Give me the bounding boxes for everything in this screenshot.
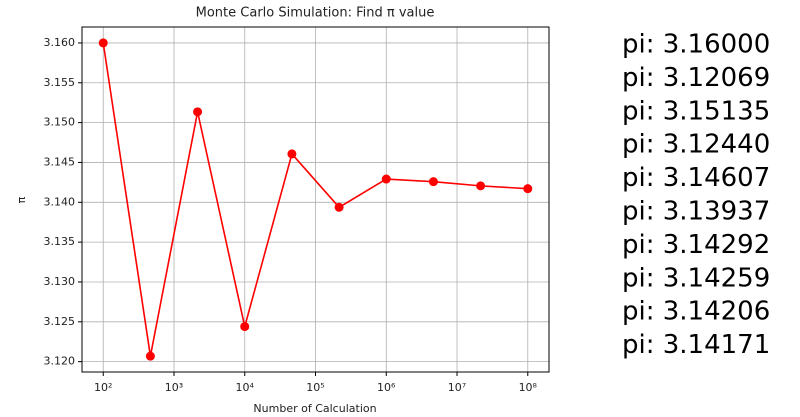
marker bbox=[193, 107, 203, 117]
y-axis-label: π bbox=[15, 196, 28, 203]
chart-title: Monte Carlo Simulation: Find π value bbox=[196, 6, 435, 21]
x-tick-label: 10⁵ bbox=[306, 381, 324, 394]
marker bbox=[428, 177, 438, 187]
y-tick-label: 3.150 bbox=[44, 116, 76, 129]
pi-readout: pi: 3.13937 bbox=[622, 197, 770, 227]
marker bbox=[145, 351, 155, 361]
plot-frame bbox=[81, 26, 550, 373]
x-tick-label: 10² bbox=[94, 381, 112, 394]
pi-readout: pi: 3.12069 bbox=[622, 63, 770, 93]
x-tick-label: 10⁴ bbox=[236, 381, 255, 394]
pi-readout: pi: 3.14259 bbox=[622, 263, 770, 293]
marker bbox=[523, 184, 533, 194]
marker bbox=[98, 38, 108, 48]
y-tick-label: 3.160 bbox=[44, 36, 76, 49]
x-tick-label: 10⁸ bbox=[519, 381, 538, 394]
x-tick-label: 10³ bbox=[165, 381, 183, 394]
y-tick-label: 3.125 bbox=[44, 315, 76, 328]
y-tick-label: 3.135 bbox=[44, 235, 76, 248]
line bbox=[102, 42, 528, 357]
x-tick-label: 10⁷ bbox=[448, 381, 466, 394]
pi-readout: pi: 3.16000 bbox=[622, 30, 770, 60]
marker bbox=[334, 202, 344, 212]
x-axis-label: Number of Calculation bbox=[253, 402, 376, 415]
marker bbox=[381, 174, 391, 184]
marker bbox=[240, 322, 250, 332]
marker bbox=[287, 149, 297, 159]
y-tick-label: 3.140 bbox=[44, 195, 76, 208]
y-tick-label: 3.120 bbox=[44, 355, 76, 368]
y-tick-label: 3.145 bbox=[44, 155, 76, 168]
pi-readout: pi: 3.14292 bbox=[622, 230, 770, 260]
pi-readout: pi: 3.12440 bbox=[622, 130, 770, 160]
y-tick-label: 3.130 bbox=[44, 275, 76, 288]
pi-readout: pi: 3.14171 bbox=[622, 330, 770, 360]
pi-readout: pi: 3.14607 bbox=[622, 163, 770, 193]
marker bbox=[476, 181, 486, 191]
pi-readout: pi: 3.15135 bbox=[622, 96, 770, 126]
y-tick-label: 3.155 bbox=[44, 76, 76, 89]
x-tick-label: 10⁶ bbox=[377, 381, 396, 394]
pi-readout: pi: 3.14206 bbox=[622, 297, 770, 327]
